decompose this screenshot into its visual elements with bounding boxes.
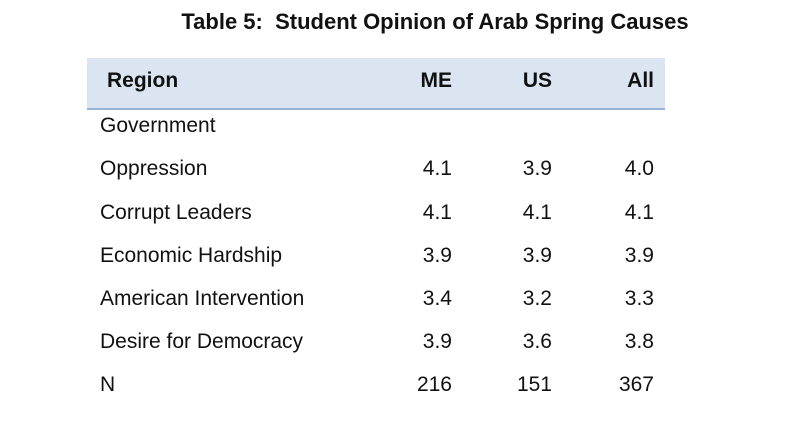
value-cell: 3.9 [522,157,552,180]
value-cell: 3.4 [422,287,452,310]
header-cell: Region [107,69,179,92]
row-label: Oppression [100,157,208,180]
value-cell: 4.1 [522,201,552,224]
value-cell: 3.2 [522,287,552,310]
row-label: N [100,373,116,396]
header-cell: All [627,69,654,92]
value-cell: 4.1 [624,201,654,224]
table-title: Table 5: Student Opinion of Arab Spring … [181,9,689,34]
header-band [87,58,665,110]
row-label: Corrupt Leaders [100,201,252,224]
value-cell: 3.9 [422,330,452,353]
value-cell: 3.9 [522,244,552,267]
value-cell: 3.9 [624,244,654,267]
value-cell: 216 [416,373,452,396]
row-label: Desire for Democracy [100,330,304,353]
value-cell: 4.1 [422,157,452,180]
row-label: American Intervention [100,287,305,310]
header-cell: ME [420,69,453,92]
value-cell: 4.0 [624,157,654,180]
row-label: Economic Hardship [100,244,283,267]
value-cell: 151 [516,373,552,396]
value-cell: 3.9 [422,244,452,267]
value-cell: 3.6 [522,330,552,353]
value-cell: 3.3 [624,287,654,310]
header-cell: US [522,69,552,92]
value-cell: 3.8 [624,330,654,353]
row-label: Government [100,114,216,137]
value-cell: 4.1 [422,201,452,224]
value-cell: 367 [618,373,654,396]
